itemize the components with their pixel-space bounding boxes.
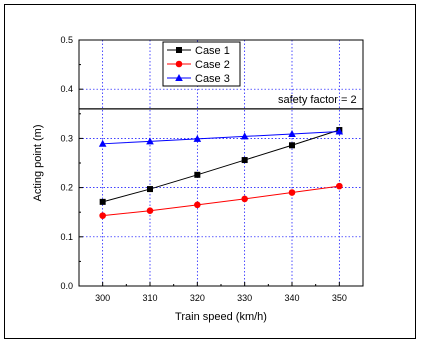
data-point-1-2	[194, 171, 201, 178]
y-axis-ticks: 0.0 0.1 0.2 0.3 0.4 0.5	[60, 35, 83, 291]
data-point-2-0	[99, 212, 106, 219]
legend-label-3: Case 3	[195, 73, 230, 85]
x-tick-label-2: 320	[190, 293, 205, 303]
data-point-3-2	[193, 134, 202, 142]
data-point-1-0	[99, 198, 106, 205]
series-2	[99, 182, 343, 219]
y-tick-label-1: 0.1	[60, 232, 73, 242]
legend: Case 1 Case 2 Case 3	[162, 41, 241, 87]
series-line-2	[102, 185, 340, 217]
y-tick-label-4: 0.4	[60, 84, 73, 94]
y-tick-label-5: 0.5	[60, 35, 73, 45]
data-point-2-1	[146, 207, 154, 215]
data-point-3-3	[240, 132, 249, 140]
legend-label-1: Case 1	[195, 45, 230, 57]
series-group	[98, 127, 344, 219]
x-tick-label-5: 350	[332, 293, 347, 303]
data-point-1-1	[147, 186, 153, 193]
data-point-2-3	[241, 195, 248, 203]
data-point-3-0	[98, 139, 107, 147]
figure-frame	[4, 4, 416, 339]
data-point-1-4	[289, 142, 295, 149]
data-point-3-1	[146, 137, 154, 145]
data-point-2-2	[194, 201, 201, 209]
series-line-1	[102, 129, 340, 203]
reference-line: safety factor = 2	[79, 94, 363, 110]
legend-marker-2	[175, 60, 183, 68]
x-axis-label: Train speed (km/h)	[175, 311, 267, 323]
legend-marker-3	[175, 74, 183, 81]
data-point-3-4	[288, 129, 296, 137]
y-tick-label-2: 0.2	[60, 183, 73, 193]
x-tick-label-0: 300	[95, 293, 110, 303]
x-tick-label-1: 310	[142, 293, 157, 303]
safety-factor-label: safety factor = 2	[278, 94, 357, 106]
y-axis-label: Acting point (m)	[32, 124, 44, 201]
legend-label-2: Case 2	[195, 59, 230, 71]
data-point-2-4	[288, 189, 296, 196]
x-axis-ticks: 300 310 320 330 340 350	[78, 282, 364, 303]
x-tick-label-4: 340	[284, 293, 299, 303]
data-point-1-3	[241, 157, 248, 164]
y-tick-label-0: 0.0	[60, 281, 73, 291]
legend-marker-1	[176, 47, 182, 53]
y-tick-label-3: 0.3	[60, 133, 73, 143]
data-point-2-5	[336, 182, 343, 190]
series-line-3	[102, 131, 340, 145]
x-tick-label-3: 330	[237, 293, 252, 303]
data-point-3-5	[335, 127, 344, 135]
series-3	[98, 127, 344, 147]
